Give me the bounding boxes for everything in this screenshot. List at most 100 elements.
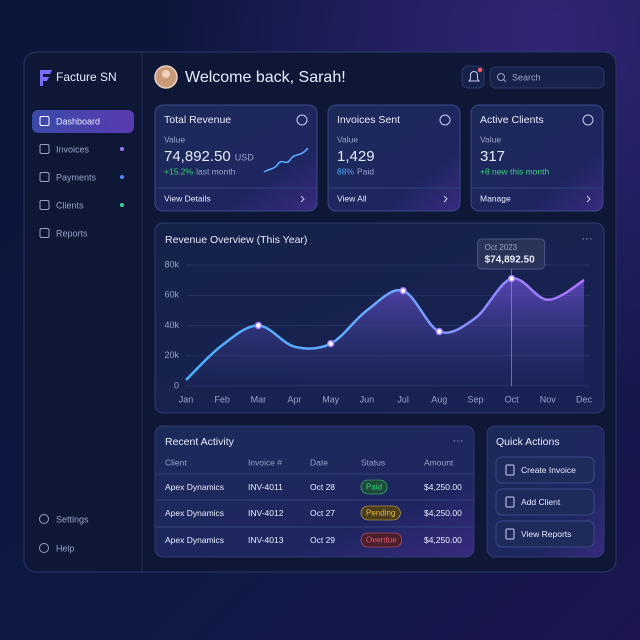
nav-item[interactable]: Invoices	[56, 144, 90, 154]
status-label: Overdue	[366, 536, 397, 545]
nav-icon	[39, 228, 50, 238]
x-tick-label: Feb	[214, 394, 230, 404]
status-label: Paid	[366, 483, 382, 492]
card-link[interactable]: View All	[337, 193, 367, 203]
nav-indicator	[120, 203, 124, 207]
card-change-note: last month	[196, 166, 235, 176]
x-tick-label: Apr	[288, 394, 302, 404]
card-value: 1,429	[337, 148, 375, 165]
tooltip	[477, 238, 546, 270]
action-button[interactable]	[495, 520, 595, 548]
y-tick-label: 0	[174, 380, 179, 390]
data-point	[507, 274, 516, 283]
card-label: Value	[480, 134, 501, 144]
chevron	[300, 195, 305, 203]
more-menu[interactable]: ···	[582, 233, 593, 245]
action-icon	[505, 496, 515, 508]
column-header: Amount	[424, 457, 454, 467]
nav-icon	[39, 172, 50, 182]
action-button[interactable]	[495, 488, 595, 516]
action-label[interactable]: Add Client	[521, 497, 561, 507]
card-icon	[439, 114, 451, 126]
nav-indicator	[120, 147, 124, 151]
x-tick-label: Mar	[251, 394, 267, 404]
data-point	[435, 327, 444, 336]
x-tick-label: Dec	[576, 394, 593, 404]
nav-item[interactable]: Reports	[56, 228, 88, 238]
nav-icon	[39, 514, 49, 524]
nav-icon	[39, 200, 50, 210]
card-link[interactable]: Manage	[480, 193, 511, 203]
nav-item[interactable]: Clients	[56, 200, 84, 210]
summary-cards: Total Revenue Value 74,892.50 USD +15.2% last…	[154, 104, 604, 212]
tooltip-title: Oct 2023	[485, 243, 518, 252]
summary-card	[327, 104, 461, 212]
table-cell: $4,250.00	[424, 535, 462, 545]
table-cell: $4,250.00	[424, 508, 462, 518]
activity-title: Recent Activity	[165, 436, 235, 448]
logo-icon	[40, 70, 52, 86]
nav-icon	[39, 116, 50, 126]
search-placeholder: Search	[512, 72, 541, 82]
summary-card	[154, 104, 318, 212]
table-cell: $4,250.00	[424, 482, 462, 492]
table-cell: Apex Dynamics	[165, 508, 224, 518]
nav-item[interactable]: Help	[56, 543, 75, 553]
chevron	[443, 195, 448, 203]
x-tick-label: Jul	[397, 394, 409, 404]
card-label: Value	[164, 134, 185, 144]
card-value: 74,892.50	[164, 148, 231, 165]
sidebar: Dashboard Invoices Payments Clients Reports S…	[32, 110, 134, 553]
table-cell: Apex Dynamics	[165, 535, 224, 545]
nav-icon	[39, 144, 50, 154]
x-tick-label: Jan	[179, 394, 194, 404]
data-point	[326, 339, 335, 348]
more-menu[interactable]: ···	[453, 435, 464, 447]
quick-actions: Create Invoice Add Client View Reports	[495, 456, 595, 548]
y-tick-label: 40k	[164, 320, 179, 330]
sparkline	[263, 147, 309, 173]
table-cell: INV-4011	[248, 482, 283, 492]
data-point	[254, 321, 263, 330]
search-icon	[497, 73, 505, 81]
bell-icon	[468, 71, 480, 82]
card-change: +8 new this month	[480, 166, 549, 176]
x-tick-label: Aug	[431, 394, 447, 404]
search-icon-handle	[503, 79, 507, 83]
card-unit: USD	[235, 152, 255, 162]
x-tick-label: Oct	[505, 394, 520, 404]
nav-item[interactable]: Dashboard	[56, 116, 100, 126]
y-tick-label: 20k	[164, 350, 179, 360]
column-header: Client	[165, 457, 187, 467]
table-cell: Apex Dynamics	[165, 482, 224, 492]
card-link[interactable]: View Details	[164, 193, 211, 203]
avatar-face	[162, 70, 170, 78]
search-box[interactable]	[489, 66, 605, 89]
card-value: 317	[480, 148, 505, 165]
status-label: Pending	[366, 509, 395, 518]
x-tick-label: Nov	[540, 394, 557, 404]
card-change: 88%	[337, 166, 354, 176]
x-tick-label: May	[322, 394, 340, 404]
action-button[interactable]	[495, 456, 595, 484]
status-pill	[360, 479, 388, 495]
summary-card	[470, 104, 604, 212]
table-cell: Oct 28	[310, 482, 335, 492]
x-tick-label: Jun	[360, 394, 375, 404]
column-header: Date	[310, 457, 328, 467]
table-cell: Oct 29	[310, 535, 335, 545]
chart-title: Revenue Overview (This Year)	[165, 234, 307, 246]
card-icon	[582, 114, 594, 126]
card-title: Total Revenue	[164, 114, 231, 126]
table-cell: INV-4012	[248, 508, 284, 518]
nav-item[interactable]: Settings	[56, 514, 89, 524]
action-label[interactable]: Create Invoice	[521, 465, 576, 475]
nav-item[interactable]: Payments	[56, 172, 97, 182]
card-change: +15.2%	[164, 166, 194, 176]
quick-actions-title: Quick Actions	[496, 436, 560, 448]
action-label[interactable]: View Reports	[521, 529, 571, 539]
chevron	[586, 195, 591, 203]
tooltip-value: $74,892.50	[485, 255, 535, 266]
revenue-chart: 0 20k 40k 60k 80k Jan Feb Mar Apr May Jun Jul Aug Sep…	[164, 238, 593, 404]
